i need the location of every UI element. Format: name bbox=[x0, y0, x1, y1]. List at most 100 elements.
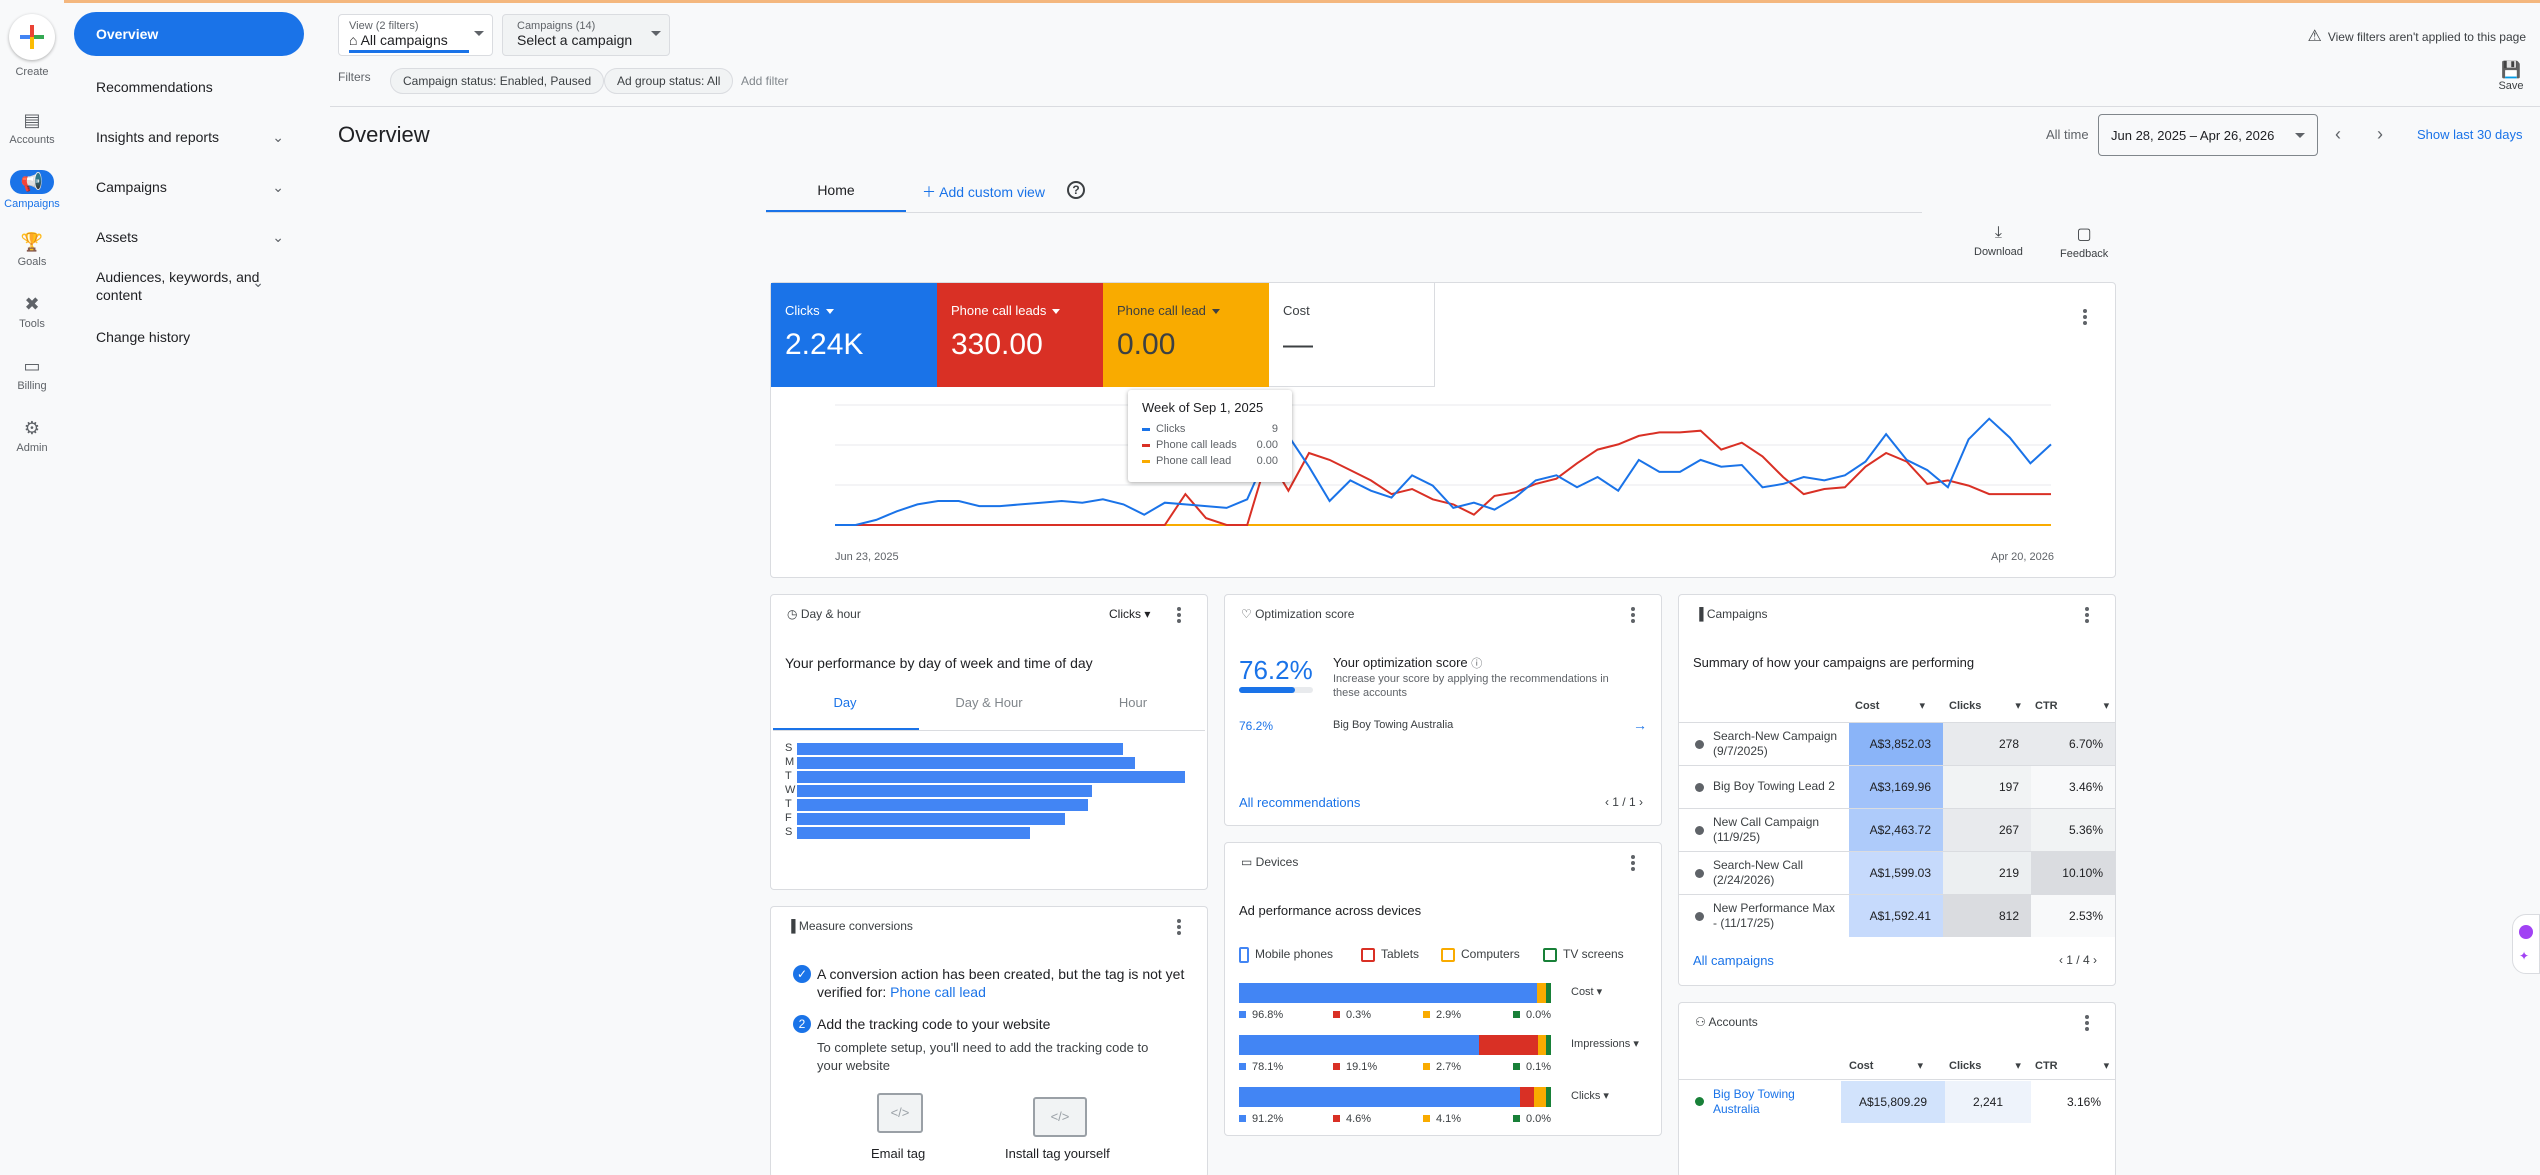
more-options-icon[interactable] bbox=[1177, 919, 1181, 935]
more-options-icon[interactable] bbox=[2085, 607, 2089, 623]
account-score: 76.2% bbox=[1239, 719, 1274, 733]
device-segment bbox=[1533, 1087, 1547, 1107]
rail-tools[interactable]: ✖ Tools bbox=[19, 294, 45, 330]
rail-accounts[interactable]: ▤ Accounts bbox=[9, 110, 55, 146]
day-bar[interactable] bbox=[797, 813, 1065, 825]
dropdown-arrow-icon bbox=[825, 309, 834, 315]
measure-conversions-card: ▐ Measure conversions ✓ A conversion act… bbox=[770, 906, 1208, 1175]
column-cost[interactable]: Cost ▾ bbox=[1855, 700, 1925, 712]
dropdown-arrow-icon bbox=[474, 31, 484, 36]
add-filter-button[interactable]: Add filter bbox=[741, 74, 789, 88]
column-clicks[interactable]: Clicks ▾ bbox=[1949, 700, 2021, 712]
save-button[interactable]: 💾 Save bbox=[2496, 60, 2526, 92]
lightbulb-icon: ♡ bbox=[1241, 607, 1256, 621]
metric-card-cost[interactable]: Cost — bbox=[1269, 283, 1435, 387]
add-custom-view-button[interactable]: ＋ Add custom view bbox=[922, 184, 1045, 200]
day-bar[interactable] bbox=[797, 827, 1030, 839]
metric-dropdown[interactable]: Clicks ▾ bbox=[1109, 607, 1151, 621]
rail-billing[interactable]: ▭ Billing bbox=[17, 356, 47, 392]
side-assistant-panel[interactable]: ✦ bbox=[2512, 914, 2540, 974]
tooltip-row-clicks: Clicks 9 bbox=[1142, 423, 1278, 439]
tab-hour[interactable]: Hour bbox=[1118, 695, 1148, 710]
day-label: T bbox=[785, 798, 792, 810]
more-options-icon[interactable] bbox=[1177, 607, 1181, 623]
tab-day-hour[interactable]: Day & Hour bbox=[955, 695, 1023, 710]
campaign-name[interactable]: Search-New Campaign (9/7/2025) bbox=[1713, 729, 1838, 758]
all-campaigns-link[interactable]: All campaigns bbox=[1693, 953, 1774, 968]
campaign-selector[interactable]: Campaigns (14) Select a campaign bbox=[502, 14, 670, 56]
campaign-clicks-cell: 219 bbox=[1943, 852, 2031, 894]
metric-card-phone-call-leads[interactable]: Phone call leads 330.00 bbox=[937, 283, 1103, 387]
create-button[interactable] bbox=[9, 14, 55, 60]
nav-item-audiences[interactable]: Audiences, keywords, and content ⌄ bbox=[96, 269, 264, 303]
optimization-pager[interactable]: ‹ 1 / 1 › bbox=[1604, 795, 1643, 809]
tab-day[interactable]: Day bbox=[833, 695, 857, 710]
optimization-progress bbox=[1239, 687, 1313, 693]
column-ctr[interactable]: CTR ▾ bbox=[2035, 700, 2110, 712]
nav-item-recommendations[interactable]: Recommendations bbox=[96, 79, 213, 95]
campaign-name[interactable]: New Performance Max - (11/17/25) bbox=[1713, 901, 1836, 930]
account-link[interactable]: Big Boy Towing Australia bbox=[1713, 1087, 1795, 1116]
device-metric-dropdown[interactable]: Clicks ▾ bbox=[1571, 1090, 1609, 1102]
help-icon[interactable]: ? bbox=[1067, 181, 1085, 199]
column-ctr[interactable]: CTR ▾ bbox=[2035, 1060, 2110, 1072]
campaign-name[interactable]: New Call Campaign (11/9/25) bbox=[1713, 815, 1820, 844]
filter-chip-campaign-status[interactable]: Campaign status: Enabled, Paused bbox=[390, 68, 605, 94]
tab-home[interactable]: Home bbox=[766, 182, 906, 213]
device-metric-dropdown[interactable]: Cost ▾ bbox=[1571, 986, 1603, 998]
device-segment bbox=[1537, 983, 1547, 1003]
rail-campaigns[interactable]: 📢 Campaigns bbox=[4, 170, 60, 210]
devices-icon: ▭ bbox=[1241, 855, 1256, 869]
campaign-name[interactable]: Big Boy Towing Lead 2 bbox=[1713, 779, 1835, 793]
dropdown-arrow-icon bbox=[2295, 133, 2305, 138]
column-cost[interactable]: Cost ▾ bbox=[1849, 1060, 1923, 1072]
all-recommendations-link[interactable]: All recommendations bbox=[1239, 795, 1361, 810]
day-bar[interactable] bbox=[797, 743, 1123, 755]
day-bar[interactable] bbox=[797, 785, 1092, 797]
arrow-right-icon[interactable]: → bbox=[1633, 717, 1647, 733]
email-tag-link[interactable]: Email tag bbox=[871, 1146, 926, 1161]
check-circle-icon: ✓ bbox=[793, 965, 811, 983]
more-options-icon[interactable] bbox=[1631, 855, 1635, 871]
metric-card-phone-call-lead[interactable]: Phone call lead 0.00 bbox=[1103, 283, 1269, 387]
campaigns-pager[interactable]: ‹ 1 / 4 › bbox=[2058, 953, 2097, 967]
device-percent-label: 96.8% bbox=[1239, 1009, 1283, 1021]
download-button[interactable]: ⤓ Download bbox=[1974, 224, 2023, 258]
rail-admin[interactable]: ⚙ Admin bbox=[16, 418, 48, 454]
next-period-icon[interactable]: › bbox=[2377, 124, 2383, 144]
date-range-selector[interactable]: Jun 28, 2025 – Apr 26, 2026 bbox=[2098, 114, 2318, 156]
device-metric-dropdown[interactable]: Impressions ▾ bbox=[1571, 1038, 1639, 1050]
email-icon: </> bbox=[877, 1093, 923, 1133]
campaign-cost-cell: A$1,592.41 bbox=[1849, 895, 1943, 937]
nav-item-campaigns[interactable]: Campaigns ⌄ bbox=[74, 162, 304, 212]
optimization-score-value: 76.2% bbox=[1239, 655, 1313, 685]
day-bar[interactable] bbox=[797, 799, 1088, 811]
card-icon: ▭ bbox=[23, 356, 41, 376]
more-options-icon[interactable] bbox=[2085, 1015, 2089, 1031]
metric-card-clicks[interactable]: Clicks 2.24K bbox=[771, 283, 937, 387]
accounts-icon: ⚇ bbox=[1695, 1015, 1709, 1029]
feedback-button[interactable]: ▢ Feedback bbox=[2060, 226, 2109, 260]
campaign-name[interactable]: Search-New Call (2/24/2026) bbox=[1713, 858, 1804, 887]
device-stack-bar[interactable] bbox=[1239, 983, 1551, 1003]
column-clicks[interactable]: Clicks ▾ bbox=[1949, 1060, 2021, 1072]
more-options-icon[interactable] bbox=[2083, 309, 2087, 325]
plus-icon: ＋ bbox=[922, 184, 940, 200]
day-bar[interactable] bbox=[797, 757, 1135, 769]
view-selector[interactable]: View (2 filters) ⌂ All campaigns bbox=[338, 14, 493, 56]
nav-item-insights[interactable]: Insights and reports ⌄ bbox=[74, 112, 304, 162]
filter-chip-ad-group-status[interactable]: Ad group status: All bbox=[604, 68, 734, 94]
phone-call-lead-link[interactable]: Phone call lead bbox=[890, 984, 986, 1000]
nav-item-change-history[interactable]: Change history bbox=[96, 329, 191, 345]
performance-chart-card: Clicks 2.24K Phone call leads 330.00 Pho… bbox=[770, 282, 2116, 578]
rail-goals[interactable]: 🏆 Goals bbox=[17, 232, 47, 268]
prev-period-icon[interactable]: ‹ bbox=[2335, 124, 2341, 144]
day-bar[interactable] bbox=[797, 771, 1185, 783]
more-options-icon[interactable] bbox=[1631, 607, 1635, 623]
nav-item-assets[interactable]: Assets ⌄ bbox=[74, 212, 304, 262]
show-last-30-days-link[interactable]: Show last 30 days bbox=[2417, 127, 2523, 142]
install-tag-link[interactable]: Install tag yourself bbox=[1005, 1146, 1110, 1161]
device-stack-bar[interactable] bbox=[1239, 1035, 1552, 1055]
device-stack-bar[interactable] bbox=[1239, 1087, 1551, 1107]
nav-item-overview[interactable]: Overview bbox=[74, 12, 304, 56]
